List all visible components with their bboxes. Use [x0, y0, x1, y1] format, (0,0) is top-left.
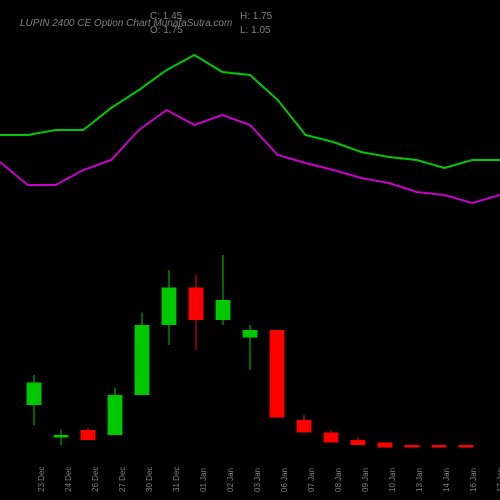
candle-body: [270, 330, 285, 418]
x-axis-label: 26 Dec: [91, 467, 100, 492]
x-axis-label: 03 Jan: [253, 468, 262, 492]
chart-container: LUPIN 2400 CE Option Chart MunafaSutra.c…: [0, 0, 500, 500]
candle-body: [405, 445, 420, 448]
x-axis-label: 09 Jan: [361, 468, 370, 492]
magenta-indicator-line: [0, 110, 500, 203]
candle-body: [216, 300, 231, 320]
candle-body: [378, 443, 393, 448]
candle-body: [162, 288, 177, 326]
candle-body: [81, 430, 96, 440]
green-indicator-line: [0, 55, 500, 168]
candle-body: [189, 288, 204, 321]
candle-body: [108, 395, 123, 435]
x-axis-label: 10 Jan: [388, 468, 397, 492]
x-axis-label: 17 Jan: [496, 468, 500, 492]
candle-body: [351, 440, 366, 445]
candle-body: [243, 330, 258, 338]
candle-body: [432, 445, 447, 448]
candle-body: [324, 433, 339, 443]
x-axis-label: 02 Jan: [226, 468, 235, 492]
x-axis-label: 27 Dec: [118, 467, 127, 492]
indicator-lines: [0, 55, 500, 203]
x-axis-label: 30 Dec: [145, 467, 154, 492]
x-axis-label: 08 Jan: [334, 468, 343, 492]
candle-body: [297, 420, 312, 433]
candle-body: [27, 383, 42, 406]
x-axis-label: 06 Jan: [280, 468, 289, 492]
x-axis-label: 07 Jan: [307, 468, 316, 492]
candle-body: [54, 435, 69, 438]
x-axis-label: 31 Dec: [172, 467, 181, 492]
candlestick-layer: [27, 255, 474, 448]
x-axis-label: 01 Jan: [199, 468, 208, 492]
x-axis-label: 23 Dec: [37, 467, 46, 492]
candle-body: [459, 445, 474, 448]
x-axis-label: 24 Dec: [64, 467, 73, 492]
x-axis-label: 16 Jan: [469, 468, 478, 492]
candle-body: [135, 325, 150, 395]
x-axis-label: 14 Jan: [442, 468, 451, 492]
chart-svg: [0, 0, 500, 500]
x-axis-label: 13 Jan: [415, 468, 424, 492]
